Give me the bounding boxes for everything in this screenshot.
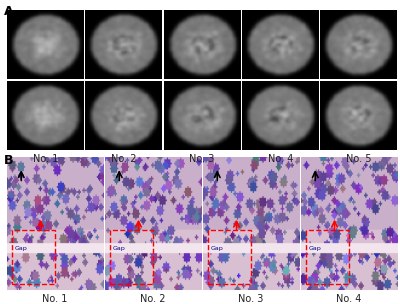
Text: No. 1: No. 1 [32, 154, 58, 164]
Text: Gap: Gap [308, 246, 321, 251]
Text: No. 3: No. 3 [238, 294, 264, 304]
Text: A: A [4, 5, 14, 18]
Text: No. 1: No. 1 [42, 294, 68, 304]
Text: No. 3: No. 3 [189, 154, 215, 164]
Text: No. 5: No. 5 [346, 154, 372, 164]
Text: Gap: Gap [14, 246, 27, 251]
Text: No. 4: No. 4 [336, 294, 362, 304]
Text: Gap: Gap [210, 246, 223, 251]
Text: No. 2: No. 2 [140, 294, 166, 304]
Text: Gap: Gap [112, 246, 125, 251]
Text: B: B [4, 154, 14, 167]
Text: No. 2: No. 2 [111, 154, 136, 164]
Text: No. 4: No. 4 [268, 154, 293, 164]
